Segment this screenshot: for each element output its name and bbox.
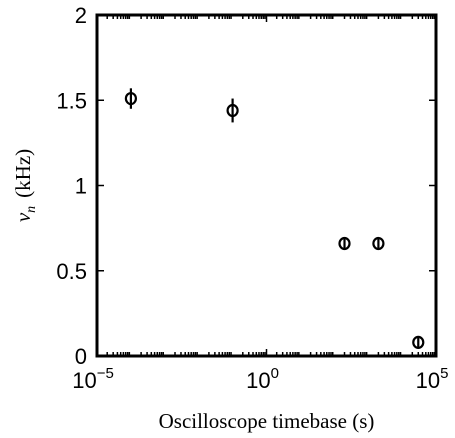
data-point [372,236,385,251]
y-tick-label: 1.5 [56,88,87,113]
y-tick-label: 1 [75,174,87,199]
axis-ticks: 0 0.5 1 1.5 2 10−5 100 105 [56,3,448,393]
x-tick-label: 100 [246,365,279,393]
y-axis-label-unit: (kHz) [11,149,35,198]
x-tick-label: 105 [416,365,449,393]
y-tick-label: 0 [75,344,87,369]
data-point [226,103,239,118]
data-points [124,88,425,349]
y-axis-label-symbol: ν [11,212,35,222]
y-axis-label: νn (kHz) [11,149,39,222]
x-axis-label: Oscilloscope timebase (s) [159,409,375,433]
data-point [124,91,137,106]
data-point [412,335,425,349]
x-tick-label: 10−5 [72,365,114,393]
y-tick-label: 0.5 [56,259,87,284]
axes-frame [95,13,438,358]
y-tick-label: 2 [75,3,87,28]
y-axis-label-subscript: n [24,206,39,213]
data-point [338,236,351,251]
